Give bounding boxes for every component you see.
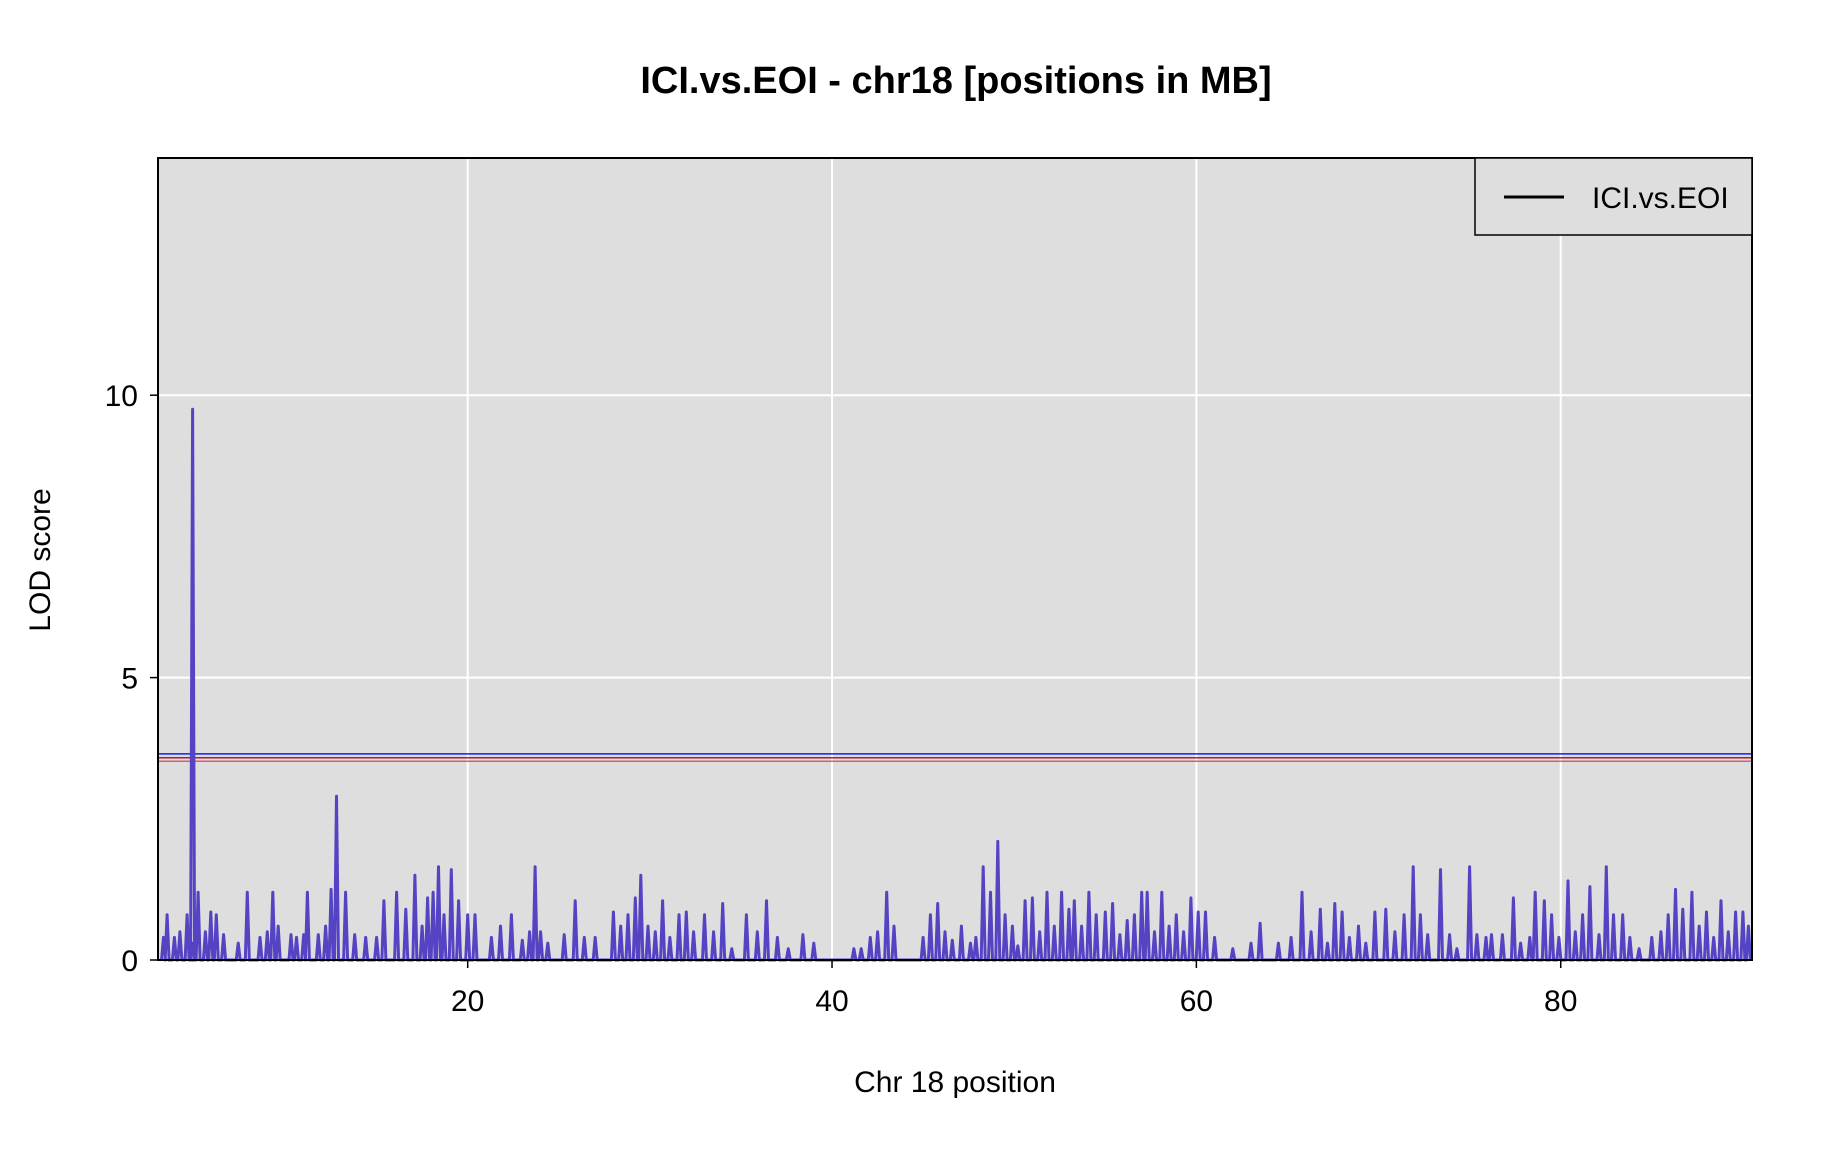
plot-frame (157, 157, 1753, 961)
threshold-lines (158, 753, 1752, 762)
y-tick-label: 5 (121, 663, 138, 696)
y-axis-label: LOD score (24, 488, 57, 631)
legend-label: ICI.vs.EOI (1592, 182, 1729, 215)
chart-title: ICI.vs.EOI - chr18 [positions in MB] (640, 60, 1271, 102)
x-tick-label: 40 (815, 985, 848, 1018)
legend: ICI.vs.EOI (1474, 157, 1753, 236)
x-axis-ticks: 20 40 60 80 (451, 960, 1577, 1018)
plot-background (158, 158, 1752, 960)
y-tick-label: 0 (121, 945, 138, 978)
x-tick-label: 80 (1544, 985, 1577, 1018)
x-tick-label: 60 (1180, 985, 1213, 1018)
y-axis-ticks: 0 5 10 (105, 380, 158, 978)
x-gridlines (466, 158, 1562, 960)
x-axis-label: Chr 18 position (854, 1066, 1056, 1099)
x-tick-label: 20 (451, 985, 484, 1018)
y-tick-label: 10 (105, 380, 138, 413)
